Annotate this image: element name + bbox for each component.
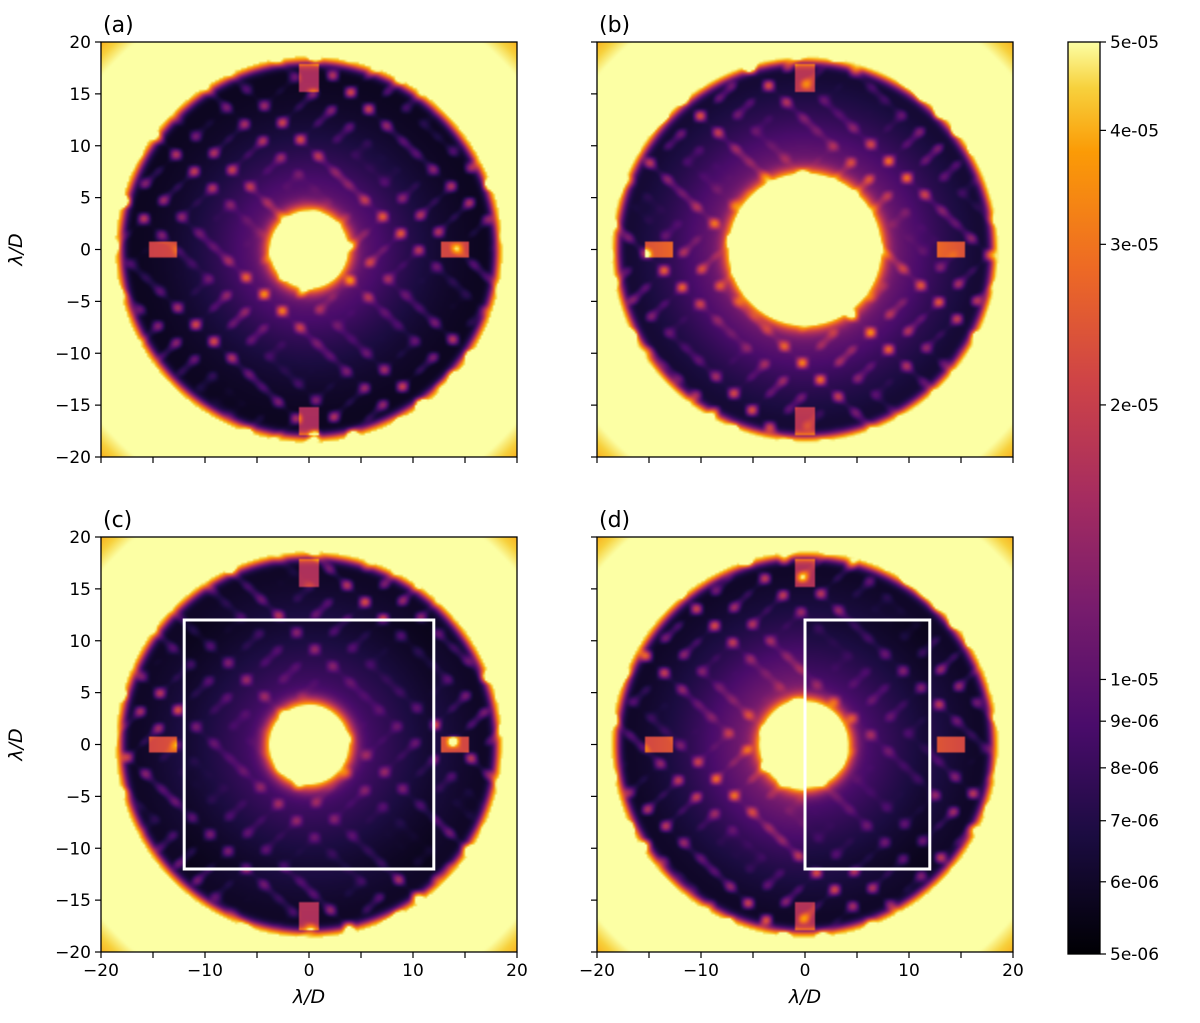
colorbar-tick-label: 9e-06 (1110, 712, 1159, 732)
colorbar-tick-label: 6e-06 (1110, 873, 1159, 893)
x-tick-label: −20 (579, 961, 615, 981)
panel-d: (d) −20 −10 0 10 20 λ/D (579, 508, 1024, 1008)
heatmap-image (101, 42, 517, 457)
colorbar: 5e-06 6e-06 7e-06 8e-06 9e-06 1e-05 2e-05 3e-05… (1067, 33, 1159, 965)
panel-tag: (b) (599, 13, 630, 38)
panel-tag: (a) (103, 13, 134, 38)
panel-b: (b) (591, 13, 1014, 463)
y-tick-label: −20 (55, 943, 91, 963)
y-tick-label: 5 (80, 684, 91, 704)
x-tick-label: 20 (1002, 961, 1024, 981)
y-axis-label: λ/D (5, 233, 27, 266)
y-tick-label: 15 (69, 85, 91, 105)
y-axis-label: λ/D (5, 728, 27, 761)
region-box (803, 618, 932, 871)
x-tick-label: 0 (800, 961, 811, 981)
y-tick-label: −5 (66, 292, 91, 312)
y-tick-label: −10 (55, 839, 91, 859)
y-tick-label: −15 (55, 396, 91, 416)
x-axis-label: λ/D (788, 986, 821, 1008)
y-tick-label: −20 (55, 448, 91, 468)
y-tick-label: −10 (55, 344, 91, 364)
x-tick-label: 10 (898, 961, 920, 981)
y-tick-label: 20 (69, 528, 91, 548)
y-tick-label: 10 (69, 632, 91, 652)
y-tick-label: 15 (69, 580, 91, 600)
x-tick-label: −10 (187, 961, 223, 981)
region-box (182, 618, 436, 871)
heatmap-image (101, 537, 517, 952)
colorbar-tick-label: 1e-05 (1110, 670, 1159, 690)
x-tick-label: 10 (402, 961, 424, 981)
y-tick-label: −5 (66, 787, 91, 807)
x-tick-label: 0 (304, 961, 315, 981)
x-tick-label: 20 (506, 961, 528, 981)
colorbar-tick-label: 5e-05 (1110, 33, 1159, 53)
y-tick-label: −15 (55, 891, 91, 911)
panel-tag: (c) (103, 508, 132, 533)
y-tick-label: 0 (80, 241, 91, 261)
colorbar-tick-label: 7e-06 (1110, 812, 1159, 832)
panel-c: (c) −20 −10 0 10 20 λ/D 20 15 10 5 0 −5 −10 −15 −20 λ/D (5, 508, 528, 1008)
heatmap-image (597, 42, 1013, 457)
y-tick-label: 5 (80, 189, 91, 209)
panel-tag: (d) (599, 508, 630, 533)
colorbar-tick-label: 8e-06 (1110, 759, 1159, 779)
panel-a: (a) 20 15 10 5 0 −5 −10 −15 −20 λ/D (5, 13, 518, 468)
colorbar-gradient (1067, 41, 1101, 955)
colorbar-tick-label: 2e-05 (1110, 396, 1159, 416)
colorbar-tick-label: 3e-05 (1110, 235, 1159, 255)
y-tick-label: 20 (69, 33, 91, 53)
y-tick-label: 10 (69, 137, 91, 157)
x-tick-label: −20 (83, 961, 119, 981)
colorbar-tick-label: 5e-06 (1110, 945, 1159, 965)
x-tick-label: −10 (683, 961, 719, 981)
y-tick-label: 0 (80, 736, 91, 756)
colorbar-tick-label: 4e-05 (1110, 121, 1159, 141)
x-axis-label: λ/D (292, 986, 325, 1008)
